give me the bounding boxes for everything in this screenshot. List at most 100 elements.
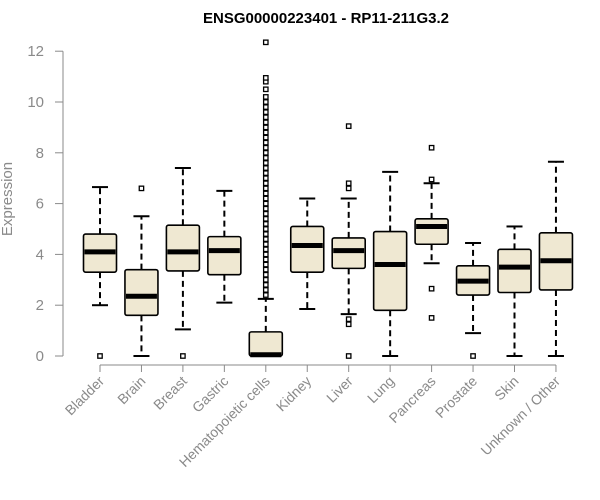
outlier-point <box>138 185 145 192</box>
box-iqr <box>331 237 367 270</box>
y-tick-label: 2 <box>36 297 44 314</box>
y-axis: 0 2 4 6 8 10 12 <box>27 43 64 365</box>
outlier-point <box>262 75 269 81</box>
outlier-point <box>345 321 352 328</box>
y-tick-label: 4 <box>36 246 44 263</box>
box-iqr <box>207 235 242 276</box>
outlier-point <box>262 139 269 146</box>
box-iqr <box>497 248 532 294</box>
box-iqr <box>372 230 408 312</box>
outlier-point <box>428 144 435 151</box>
outlier-point <box>262 109 269 116</box>
box-group <box>289 197 325 311</box>
outlier-point <box>262 276 269 283</box>
outlier-point <box>262 246 269 253</box>
box-group <box>165 167 201 359</box>
outlier-point <box>262 195 269 202</box>
outlier-point <box>262 114 269 121</box>
x-tick-label: Skin <box>491 373 522 404</box>
outlier-point <box>428 285 435 292</box>
outlier-point <box>262 205 269 212</box>
outlier-point <box>262 256 269 263</box>
outlier-point <box>262 144 269 151</box>
plot-area <box>82 39 574 359</box>
outlier-point <box>470 353 476 359</box>
y-tick-label: 12 <box>27 43 44 60</box>
outlier-point <box>262 215 269 222</box>
outlier-point <box>345 185 352 192</box>
outlier-point <box>262 149 269 156</box>
outlier-point <box>262 210 269 217</box>
y-tick-label: 8 <box>36 145 44 162</box>
x-tick-label: Lung <box>364 373 397 406</box>
box-group <box>538 160 574 357</box>
outlier-point <box>345 353 352 359</box>
outlier-point <box>262 185 269 192</box>
box-group <box>207 189 242 304</box>
outlier-point <box>262 190 269 197</box>
outlier-point <box>428 176 435 183</box>
outlier-point <box>262 271 269 278</box>
y-tick-label: 6 <box>36 196 44 213</box>
outlier-point <box>97 353 103 359</box>
x-tick-label: Liver <box>323 373 356 406</box>
outlier-point <box>262 86 269 93</box>
outlier-point <box>262 165 269 171</box>
outlier-point <box>262 175 269 182</box>
outlier-point <box>262 226 269 232</box>
outlier-point <box>262 251 269 258</box>
box-iqr <box>414 218 449 246</box>
box-iqr <box>124 268 159 317</box>
outlier-point <box>262 221 269 227</box>
outlier-point <box>262 160 269 166</box>
box-group <box>331 123 367 359</box>
outlier-point <box>428 315 435 321</box>
outlier-point <box>262 119 269 126</box>
box-group <box>82 186 118 359</box>
x-tick-label: Unknown / Other <box>477 373 563 459</box>
x-tick-label: Prostate <box>432 373 480 421</box>
box-group <box>372 170 408 357</box>
box-group <box>248 39 284 358</box>
x-tick-label: Kidney <box>273 373 315 415</box>
box-group <box>124 185 159 357</box>
outlier-point <box>262 266 269 273</box>
outlier-point <box>180 353 186 359</box>
outlier-point <box>262 180 269 187</box>
box-group <box>455 241 491 359</box>
outlier-point <box>262 99 269 105</box>
outlier-point <box>345 316 352 323</box>
outlier-point <box>262 292 269 298</box>
x-tick-label: Bladder <box>62 373 108 419</box>
outlier-point <box>262 170 269 176</box>
y-axis-label: Expression <box>0 162 16 236</box>
chart-title: ENSG00000223401 - RP11-211G3.2 <box>203 10 449 27</box>
y-tick-label: 0 <box>36 348 44 365</box>
y-tick-label: 10 <box>27 94 44 111</box>
outlier-point <box>262 236 269 243</box>
outlier-point <box>262 282 269 288</box>
outlier-point <box>262 241 269 248</box>
box-iqr <box>289 225 325 273</box>
outlier-point <box>262 39 269 46</box>
outlier-point <box>262 231 269 237</box>
outlier-point <box>262 134 269 141</box>
outlier-point <box>262 94 269 100</box>
box-group <box>414 144 449 321</box>
outlier-point <box>262 287 269 293</box>
outlier-point <box>345 123 352 129</box>
box-iqr <box>165 224 201 272</box>
outlier-point <box>262 124 269 131</box>
outlier-point <box>345 180 352 187</box>
x-tick-label: Breast <box>150 373 190 413</box>
x-tick-label: Brain <box>114 373 148 407</box>
outlier-point <box>262 200 269 207</box>
outlier-point <box>262 261 269 268</box>
outlier-point <box>262 104 269 110</box>
outlier-point <box>262 155 269 161</box>
outlier-point <box>262 129 269 136</box>
box-group <box>497 225 532 357</box>
